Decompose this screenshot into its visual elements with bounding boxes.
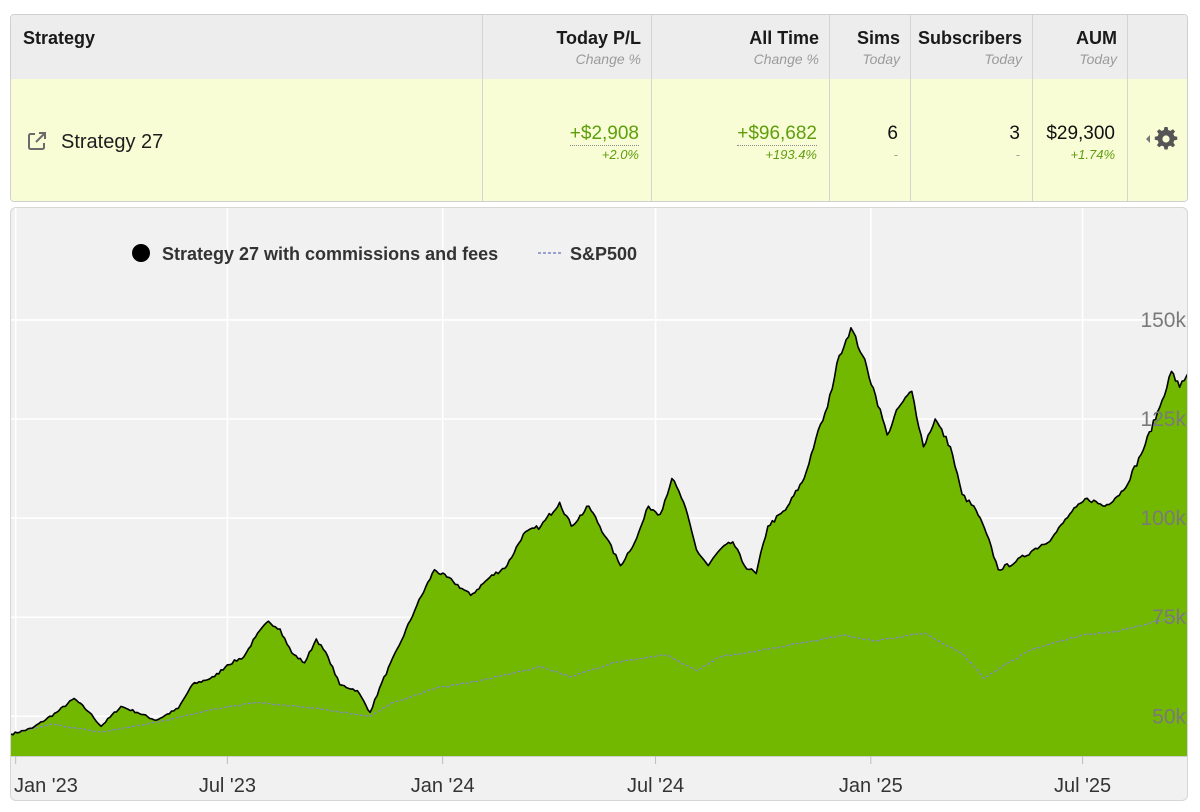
header-sims[interactable]: Sims Today <box>830 15 911 79</box>
y-tick-label-125k: 125k <box>1140 408 1186 431</box>
header-today-pl[interactable]: Today P/L Change % <box>483 15 652 79</box>
header-today-pl-label: Today P/L <box>556 28 641 48</box>
cell-subscribers: 3 - <box>911 79 1033 201</box>
strategy-area-fill <box>11 327 1187 756</box>
external-link-icon[interactable] <box>25 129 49 153</box>
legend-marker-strategy <box>132 244 150 262</box>
header-strategy-label: Strategy <box>23 28 96 48</box>
x-tick-label-jan-25: Jan '25 <box>839 775 903 797</box>
subscribers-value: 3 <box>1009 123 1020 144</box>
x-tick-label-jan-23: Jan '23 <box>14 775 78 797</box>
aum-value: $29,300 <box>1046 123 1115 144</box>
header-all-time-sublabel: Change % <box>753 51 819 67</box>
performance-chart-card: 50k 75k 100k 125k 150k Jan '23 Jul '23 Jan '24… <box>10 207 1188 801</box>
subscribers-sub: - <box>1015 147 1020 162</box>
cell-all-time: +$96,682 +193.4% <box>652 79 830 201</box>
x-tick-label-jan-24: Jan '24 <box>411 775 475 797</box>
all-time-percent: +193.4% <box>765 147 817 162</box>
strategy-name[interactable]: Strategy 27 <box>61 131 164 153</box>
header-aum[interactable]: AUM Today <box>1033 15 1128 79</box>
strategy-line <box>11 327 1187 736</box>
y-tick-label-50k: 50k <box>1152 705 1186 728</box>
chart-legend: Strategy 27 with commissions and fees S&P… <box>132 244 637 264</box>
header-subscribers[interactable]: Subscribers Today <box>911 15 1033 79</box>
x-tick-label-jul-23: Jul '23 <box>199 775 256 797</box>
y-tick-label-100k: 100k <box>1140 507 1186 530</box>
header-aum-sublabel: Today <box>1079 51 1117 67</box>
strategy-table: Strategy Today P/L Change % All Time Cha… <box>10 14 1188 202</box>
cell-sims: 6 - <box>830 79 911 201</box>
today-pl-percent: +2.0% <box>601 147 639 162</box>
sp500-line <box>11 613 1187 735</box>
gridlines <box>11 208 1187 756</box>
header-strategy[interactable]: Strategy <box>11 15 483 79</box>
legend-label-strategy[interactable]: Strategy 27 with commissions and fees <box>162 244 498 264</box>
y-axis-ticks: 50k 75k 100k 125k 150k <box>1140 309 1186 728</box>
performance-chart[interactable]: 50k 75k 100k 125k 150k Jan '23 Jul '23 Jan '24… <box>11 208 1188 801</box>
cell-strategy[interactable]: Strategy 27 <box>11 79 483 201</box>
header-aum-label: AUM <box>1076 28 1117 48</box>
x-tick-label-jul-24: Jul '24 <box>627 775 684 797</box>
y-tick-label-75k: 75k <box>1152 606 1186 629</box>
header-subscribers-label: Subscribers <box>917 28 1022 48</box>
gear-icon <box>1154 127 1178 150</box>
legend-label-sp500[interactable]: S&P500 <box>570 244 637 264</box>
chart-series <box>11 327 1187 756</box>
x-tick-label-jul-25: Jul '25 <box>1054 775 1111 797</box>
table-row[interactable]: Strategy 27 +$2,908 +2.0% +$96,682 +193.… <box>11 79 1188 201</box>
all-time-value[interactable]: +$96,682 <box>737 123 817 146</box>
settings-menu-toggle[interactable] <box>1138 123 1188 155</box>
cell-aum: $29,300 +1.74% <box>1033 79 1128 201</box>
header-all-time-label: All Time <box>749 28 819 48</box>
sims-sub: - <box>893 147 898 162</box>
header-today-pl-sublabel: Change % <box>575 51 641 67</box>
header-actions <box>1128 15 1187 79</box>
header-sims-label: Sims <box>856 28 900 48</box>
aum-percent: +1.74% <box>1070 147 1115 162</box>
cell-actions <box>1128 79 1188 201</box>
header-subscribers-sublabel: Today <box>984 51 1022 67</box>
y-tick-label-150k: 150k <box>1140 309 1186 332</box>
header-all-time[interactable]: All Time Change % <box>652 15 830 79</box>
x-axis-ticks: Jan '23 Jul '23 Jan '24 Jul '24 Jan '25 Jul '… <box>11 756 1187 797</box>
today-pl-value[interactable]: +$2,908 <box>569 123 639 146</box>
table-header-row: Strategy Today P/L Change % All Time Cha… <box>11 15 1187 80</box>
caret-left-icon <box>1146 135 1150 143</box>
cell-today-pl: +$2,908 +2.0% <box>483 79 652 201</box>
sims-value: 6 <box>887 123 898 144</box>
header-sims-sublabel: Today <box>862 51 900 67</box>
